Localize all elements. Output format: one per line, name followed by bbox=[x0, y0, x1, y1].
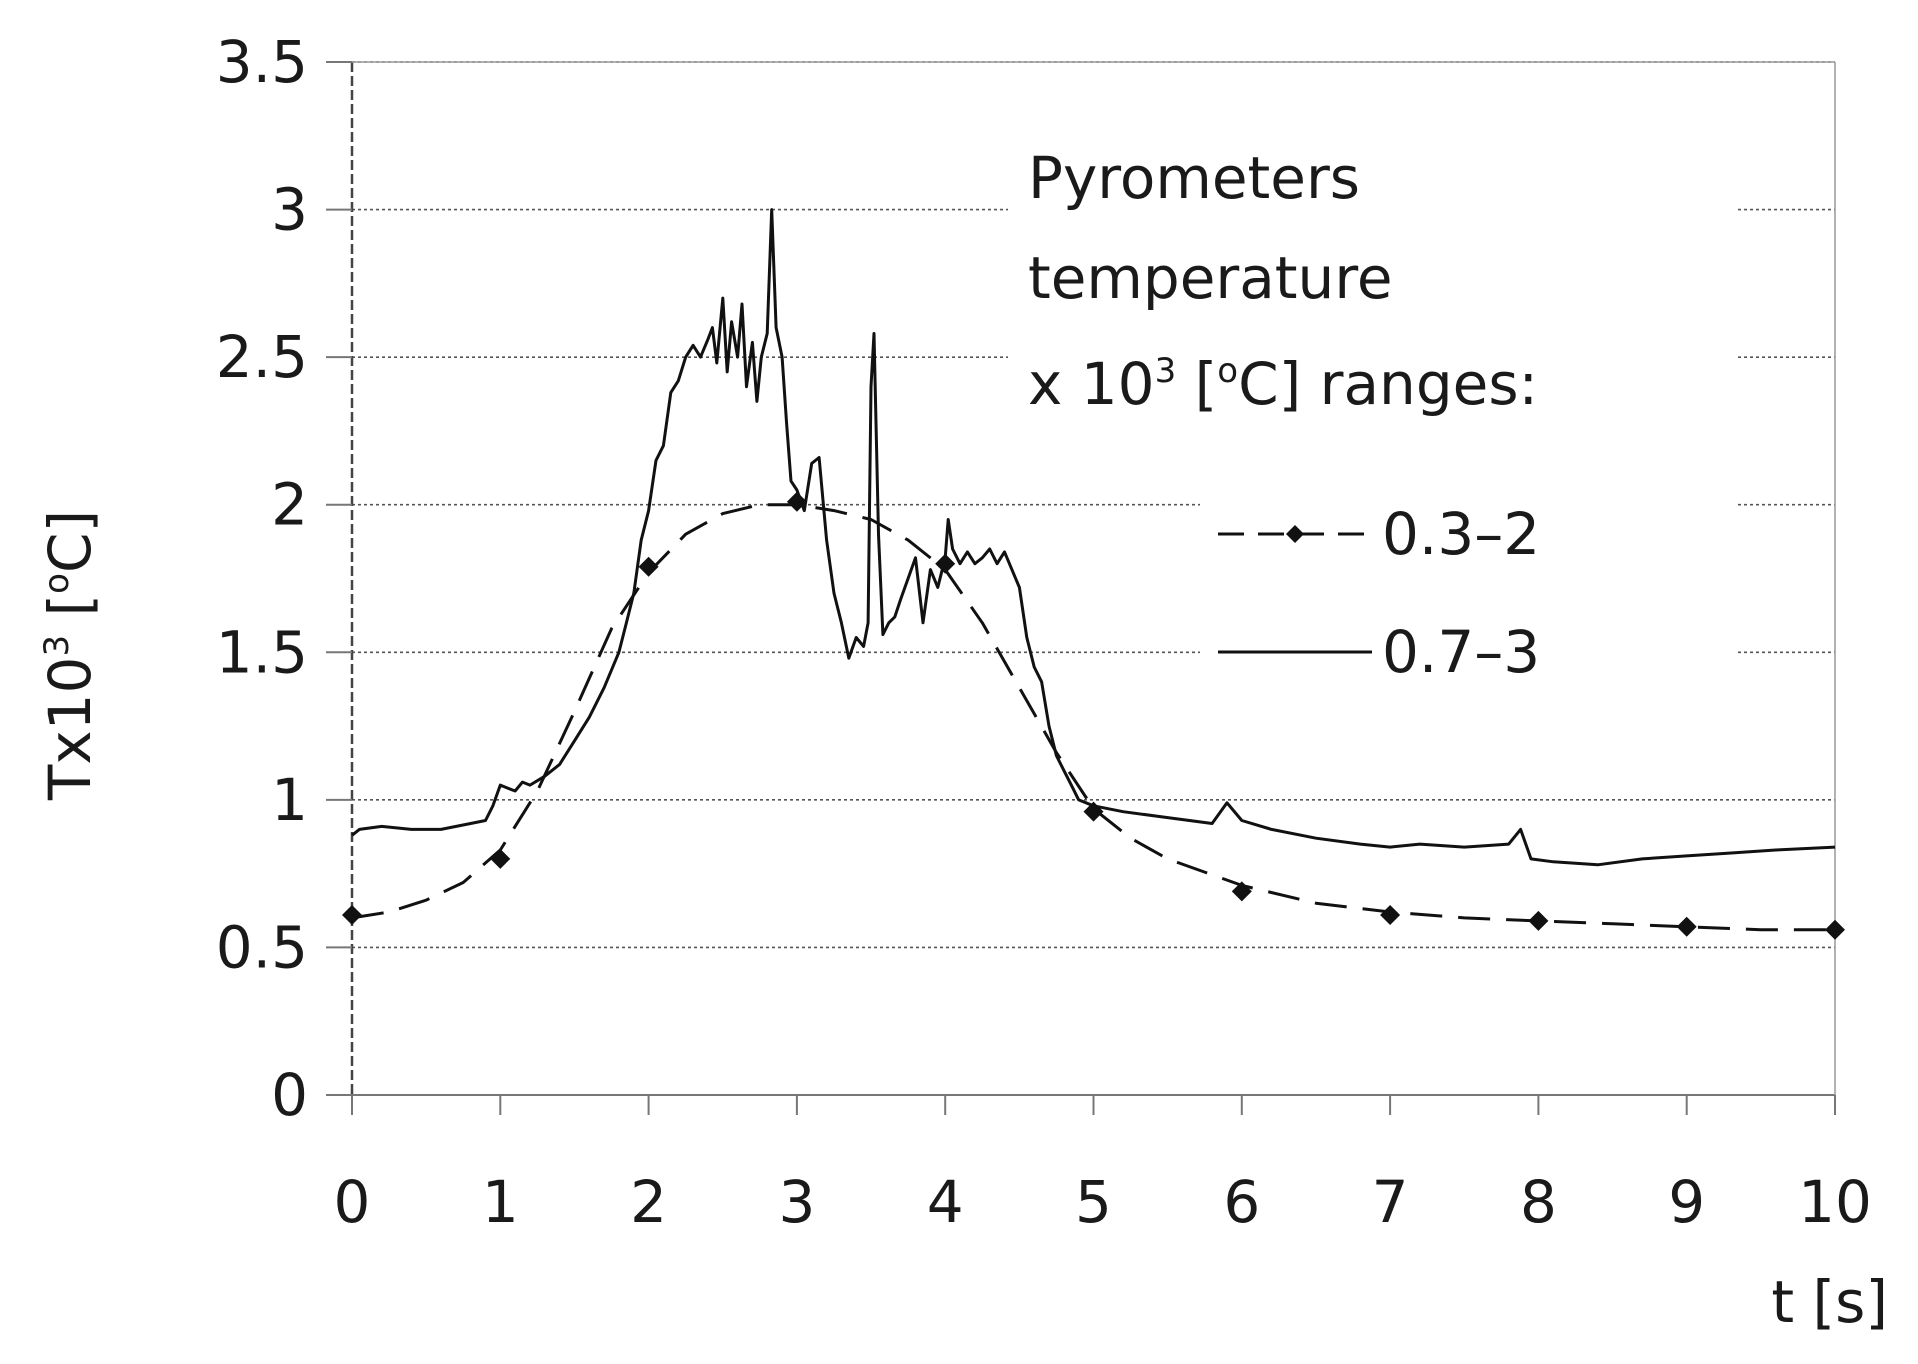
series-0-marker-2 bbox=[638, 556, 659, 577]
x-tick-label-5: 5 bbox=[1075, 1168, 1112, 1236]
series-layer bbox=[342, 208, 1845, 940]
series-0-marker-6 bbox=[1231, 881, 1252, 902]
y-axis-title-unit-open: [ bbox=[36, 594, 104, 635]
y-tick-label-1: 0.5 bbox=[216, 913, 308, 981]
y-axis-title-unit-close: C] bbox=[36, 510, 104, 573]
legend-title-line3: x 103 [oC] ranges: bbox=[1028, 350, 1538, 418]
x-tick-label-8: 8 bbox=[1520, 1168, 1557, 1236]
legend-label-solid: 0.7–3 bbox=[1382, 618, 1540, 686]
series-0-marker-0 bbox=[342, 904, 362, 925]
series-0-marker-7 bbox=[1380, 904, 1401, 925]
legend-label-dashed: 0.3–2 bbox=[1382, 500, 1540, 568]
legend: Pyrometers temperature x 103 [oC] ranges… bbox=[1028, 144, 1540, 686]
legend-title-line3-mid: [ bbox=[1176, 350, 1217, 418]
y-tick-label-3: 1.5 bbox=[216, 618, 308, 686]
series-0-marker-10 bbox=[1825, 919, 1845, 940]
y-tick-label-6: 3 bbox=[271, 176, 308, 244]
x-tick-label-7: 7 bbox=[1372, 1168, 1409, 1236]
legend-title-line2: temperature bbox=[1028, 244, 1393, 312]
series-line-1 bbox=[351, 208, 1836, 867]
legend-title-line3-exponent: 3 bbox=[1155, 351, 1177, 391]
series-0-marker-1 bbox=[490, 848, 511, 869]
x-tick-label-0: 0 bbox=[334, 1168, 371, 1236]
legend-mask bbox=[1008, 140, 1736, 690]
x-tick-label-10: 10 bbox=[1798, 1168, 1872, 1236]
series-0-marker-9 bbox=[1676, 916, 1697, 937]
x-axis-title: t [s] bbox=[1771, 1268, 1888, 1336]
y-axis-title-exponent: 3 bbox=[37, 635, 77, 657]
x-tick-label-4: 4 bbox=[927, 1168, 964, 1236]
y-tick-label-5: 2.5 bbox=[216, 323, 308, 391]
tick-labels: 0 0.5 1 1.5 2 2.5 3 3.5 0 1 2 3 4 5 6 7 8 9 10 bbox=[216, 28, 1872, 1236]
x-tick-label-3: 3 bbox=[778, 1168, 815, 1236]
legend-title-line3-prefix: x 10 bbox=[1028, 350, 1155, 418]
series-0-marker-8 bbox=[1528, 910, 1549, 931]
y-axis-title-base: Tx10 bbox=[36, 657, 104, 802]
legend-title-line3-degree: o bbox=[1217, 351, 1238, 391]
legend-title-line3-suffix: C] ranges: bbox=[1238, 350, 1538, 418]
y-tick-label-0: 0 bbox=[271, 1061, 308, 1129]
y-tick-label-2: 1 bbox=[271, 766, 308, 834]
x-tick-label-9: 9 bbox=[1668, 1168, 1705, 1236]
y-tick-label-4: 2 bbox=[271, 471, 308, 539]
y-tick-label-7: 3.5 bbox=[216, 28, 308, 96]
legend-swatch-diamond-marker bbox=[1286, 525, 1304, 543]
y-axis-title: Tx103 [oC] bbox=[36, 510, 104, 801]
legend-title-line1: Pyrometers bbox=[1028, 144, 1360, 212]
x-tick-label-1: 1 bbox=[482, 1168, 519, 1236]
legend-mask-rect-top bbox=[1008, 140, 1736, 440]
x-tick-label-6: 6 bbox=[1223, 1168, 1260, 1236]
y-axis-title-degree: o bbox=[37, 573, 77, 594]
x-tick-label-2: 2 bbox=[630, 1168, 667, 1236]
legend-mask-rect-bottom bbox=[1200, 440, 1736, 690]
